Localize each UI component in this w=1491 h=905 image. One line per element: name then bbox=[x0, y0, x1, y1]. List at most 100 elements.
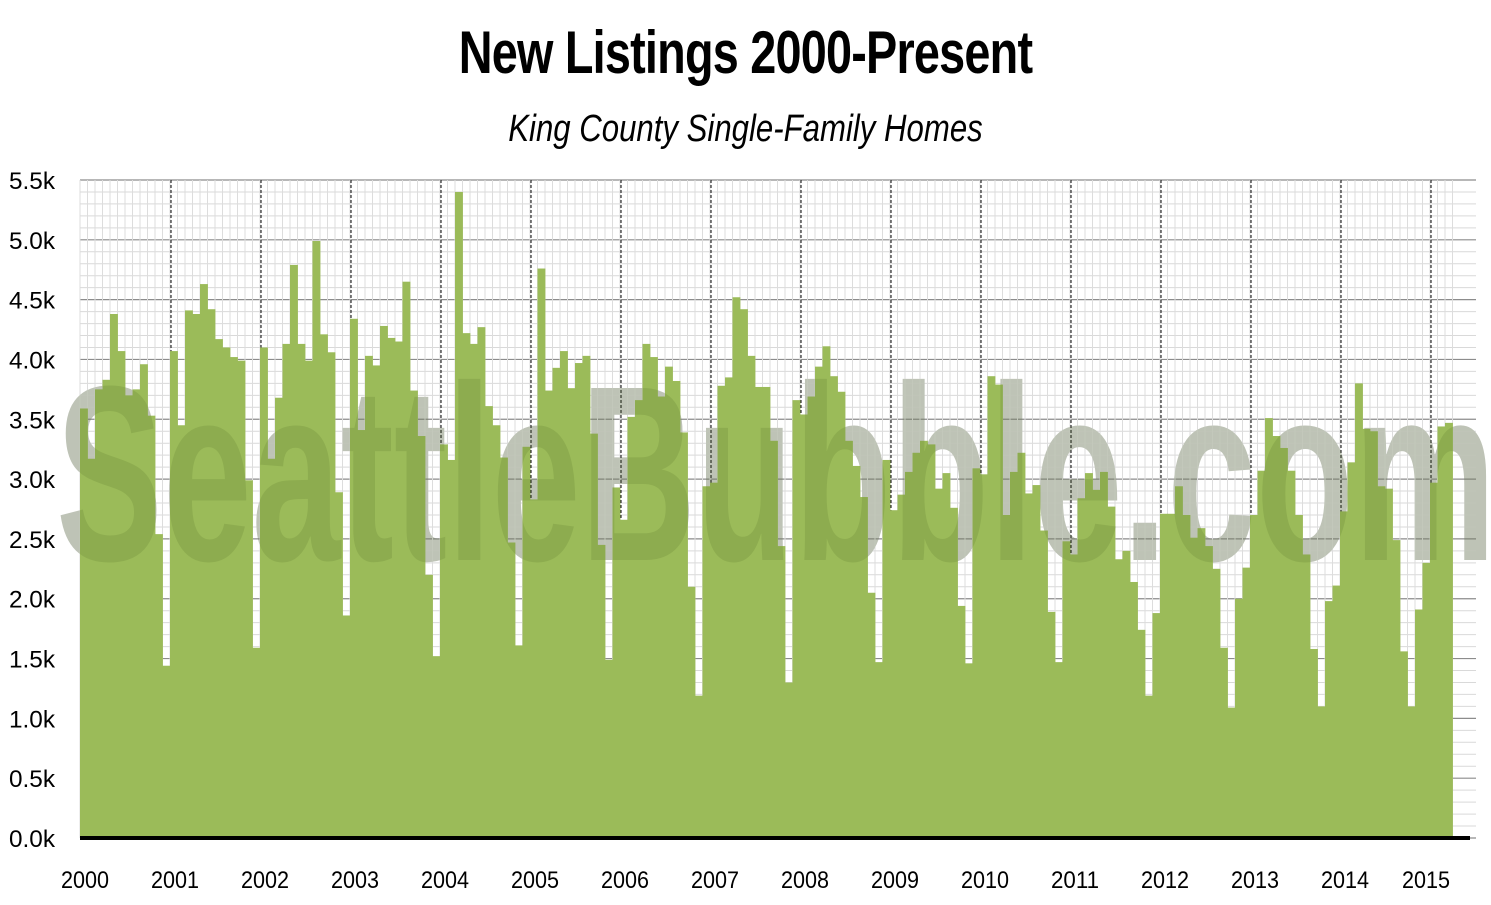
bar bbox=[1190, 537, 1198, 838]
x-tick-label: 2005 bbox=[511, 867, 559, 894]
x-tick-label: 2002 bbox=[241, 867, 289, 894]
bar bbox=[890, 510, 898, 838]
bar bbox=[590, 433, 598, 838]
y-tick-label: 1.0k bbox=[9, 706, 56, 733]
bar bbox=[155, 534, 163, 838]
y-tick-label: 4.0k bbox=[9, 347, 56, 374]
bar bbox=[515, 645, 523, 838]
x-tick-label: 2003 bbox=[331, 867, 379, 894]
bar bbox=[357, 430, 366, 838]
bar bbox=[395, 341, 403, 838]
bar bbox=[402, 281, 411, 838]
bar bbox=[432, 656, 441, 838]
bar bbox=[732, 297, 741, 838]
x-tick-label: 2011 bbox=[1051, 867, 1099, 894]
bar bbox=[920, 440, 928, 838]
bar bbox=[725, 377, 733, 838]
bar bbox=[1310, 648, 1318, 838]
bar bbox=[177, 425, 186, 838]
bar bbox=[605, 659, 613, 838]
bar bbox=[1257, 470, 1266, 838]
bar bbox=[807, 396, 816, 838]
bar bbox=[582, 355, 591, 838]
bar bbox=[1145, 695, 1153, 838]
bar bbox=[950, 507, 958, 838]
bar bbox=[290, 264, 298, 839]
bar bbox=[1212, 568, 1221, 838]
bar bbox=[1055, 662, 1063, 838]
bar bbox=[755, 386, 763, 838]
bar bbox=[1010, 471, 1018, 838]
bar bbox=[297, 343, 306, 838]
bar bbox=[1272, 436, 1281, 838]
bar bbox=[597, 544, 606, 838]
bar bbox=[762, 386, 771, 838]
bar bbox=[1062, 541, 1071, 838]
bar bbox=[245, 480, 253, 838]
x-tick-label: 2014 bbox=[1321, 867, 1369, 894]
bar bbox=[1092, 489, 1101, 838]
bar bbox=[1235, 598, 1243, 838]
bar bbox=[237, 360, 246, 838]
bar bbox=[987, 376, 996, 838]
bar bbox=[627, 416, 636, 838]
y-tick-label: 5.0k bbox=[9, 228, 56, 255]
bar bbox=[500, 457, 508, 838]
bar bbox=[897, 494, 906, 838]
bar bbox=[1100, 471, 1108, 838]
bar bbox=[1392, 540, 1401, 838]
bar bbox=[507, 542, 516, 838]
bar bbox=[440, 444, 448, 838]
bar bbox=[612, 487, 621, 838]
bar bbox=[477, 327, 486, 838]
bar bbox=[815, 366, 823, 838]
bar bbox=[170, 351, 178, 838]
bar bbox=[1175, 486, 1183, 838]
bar bbox=[425, 574, 433, 838]
bar bbox=[87, 458, 96, 838]
y-tick-label: 4.5k bbox=[9, 288, 56, 315]
bar bbox=[1302, 554, 1311, 838]
bar bbox=[1280, 447, 1288, 838]
bar bbox=[792, 400, 801, 838]
bar bbox=[1040, 530, 1048, 838]
bar bbox=[860, 497, 868, 838]
bar bbox=[1122, 550, 1131, 838]
bar bbox=[1220, 647, 1228, 838]
bar bbox=[1370, 431, 1378, 838]
bar bbox=[147, 415, 156, 838]
bar bbox=[102, 379, 111, 838]
bar bbox=[1130, 581, 1138, 838]
bar bbox=[717, 385, 726, 838]
bar bbox=[747, 355, 756, 838]
bar bbox=[770, 440, 778, 838]
bar bbox=[1107, 506, 1116, 838]
bar bbox=[635, 400, 643, 838]
bar bbox=[230, 357, 238, 838]
y-tick-label: 0.0k bbox=[9, 826, 56, 853]
bar bbox=[680, 432, 688, 838]
bar bbox=[905, 471, 913, 838]
bar bbox=[215, 339, 223, 838]
bar bbox=[320, 334, 328, 838]
bar bbox=[1137, 629, 1146, 838]
bar bbox=[1017, 452, 1026, 838]
y-tick-label: 5.5k bbox=[9, 168, 56, 195]
bar bbox=[957, 605, 966, 838]
bar bbox=[530, 499, 538, 838]
bar bbox=[1355, 383, 1363, 838]
bar bbox=[1002, 514, 1011, 838]
bar bbox=[305, 360, 313, 838]
x-tick-label: 2000 bbox=[61, 867, 109, 894]
bar bbox=[1070, 554, 1078, 838]
bar bbox=[350, 318, 358, 838]
bar bbox=[800, 414, 808, 838]
bar bbox=[837, 391, 846, 838]
y-tick-label: 2.5k bbox=[9, 527, 56, 554]
bar bbox=[282, 343, 291, 838]
bar bbox=[470, 343, 478, 838]
x-tick-label: 2009 bbox=[871, 867, 919, 894]
bar bbox=[1287, 470, 1296, 838]
bar bbox=[882, 459, 891, 838]
